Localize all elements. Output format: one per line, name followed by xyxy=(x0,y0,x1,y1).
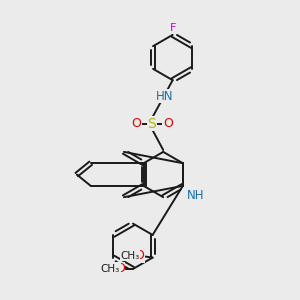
Text: F: F xyxy=(169,23,176,33)
Text: S: S xyxy=(148,117,156,130)
Text: HN: HN xyxy=(155,90,173,103)
Text: O: O xyxy=(131,117,141,130)
Text: CH₃: CH₃ xyxy=(120,251,140,261)
Text: CH₃: CH₃ xyxy=(101,264,120,274)
Text: NH: NH xyxy=(187,189,205,202)
Text: O: O xyxy=(134,249,144,262)
Text: O: O xyxy=(163,117,173,130)
Text: O: O xyxy=(115,262,125,275)
